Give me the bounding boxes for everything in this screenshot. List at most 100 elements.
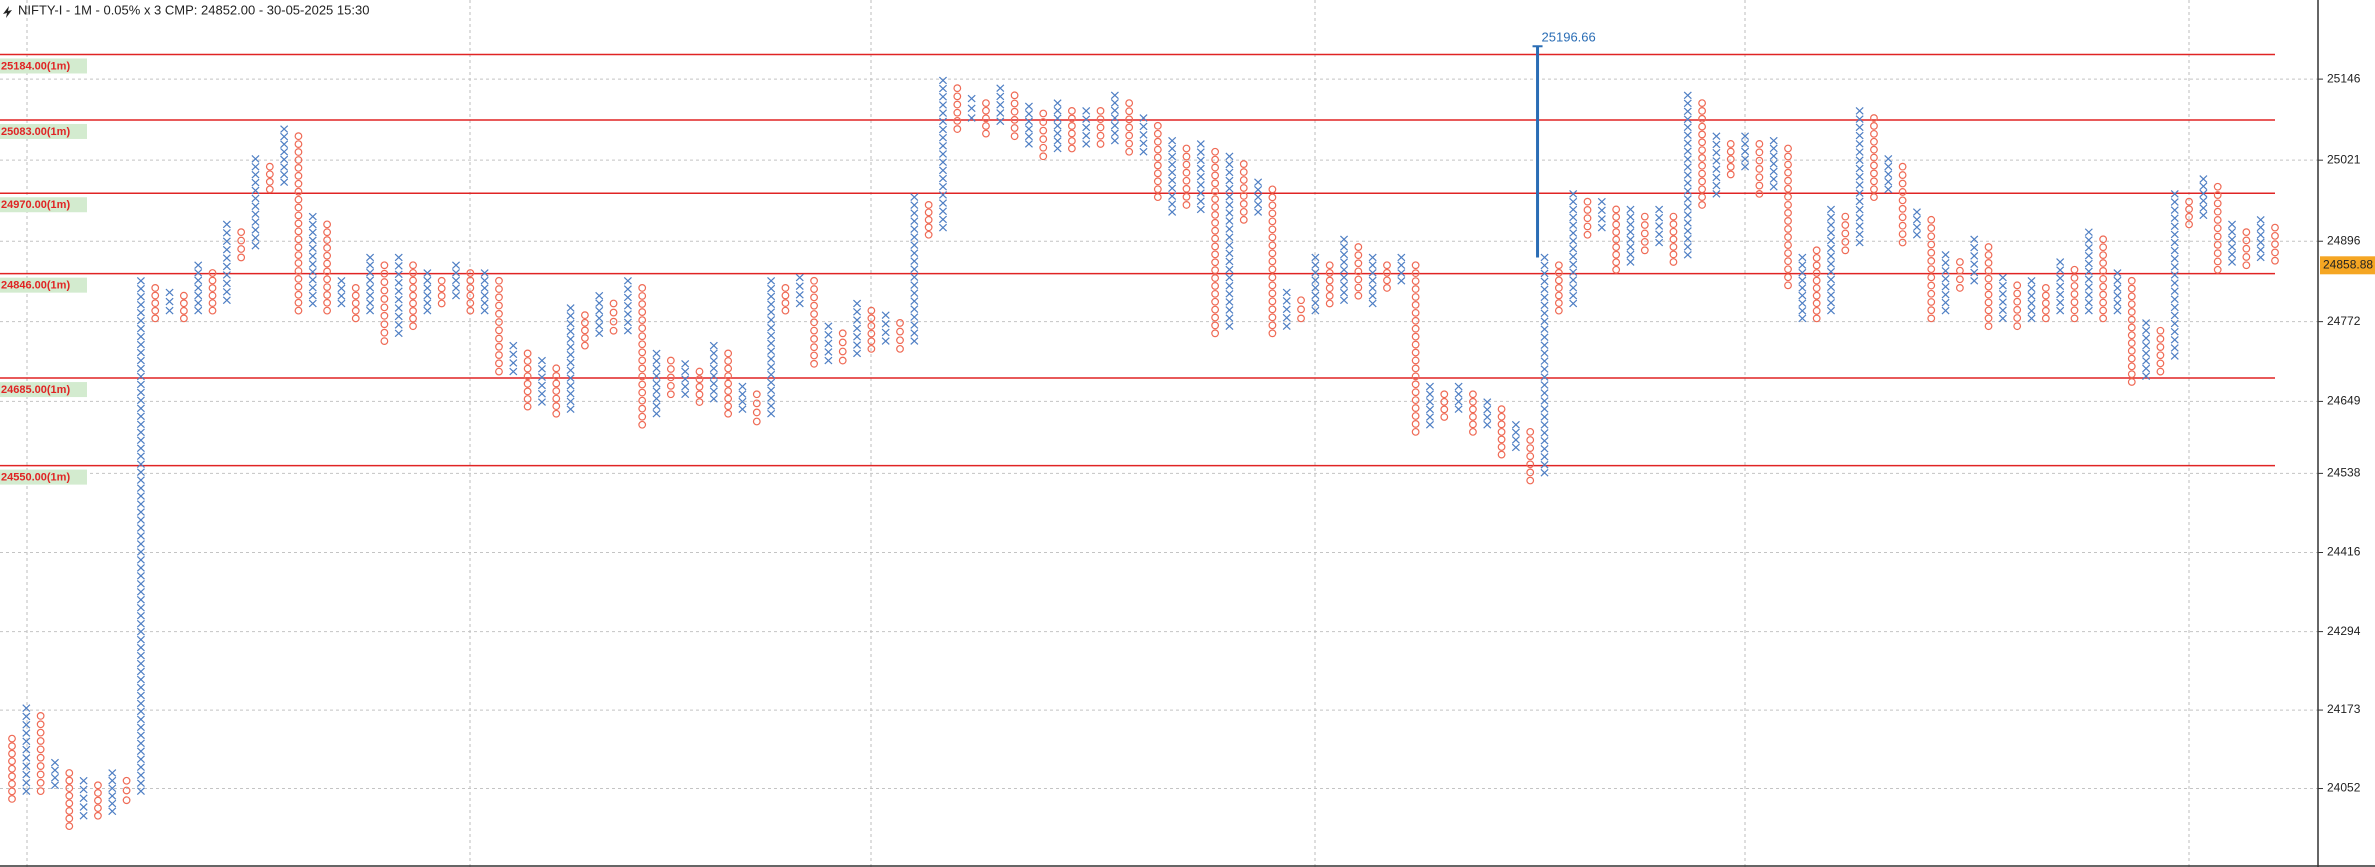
o-box — [1010, 124, 1019, 132]
o-box — [2099, 267, 2108, 275]
o-box — [666, 381, 675, 390]
x-box — [738, 397, 747, 406]
x-box — [222, 254, 231, 262]
x-box — [623, 326, 632, 335]
o-box — [2127, 300, 2136, 309]
o-box — [179, 314, 188, 323]
o-box — [495, 293, 503, 302]
o-box — [552, 402, 561, 411]
x-box — [853, 299, 862, 308]
o-column — [581, 311, 589, 350]
x-box — [566, 366, 575, 375]
x-box — [2084, 298, 2093, 307]
x-box — [136, 412, 145, 421]
x-box — [1826, 236, 1836, 245]
x-box — [1683, 115, 1692, 124]
o-box — [1211, 313, 1220, 322]
x-box — [1196, 197, 1205, 206]
x-box — [1855, 107, 1864, 115]
x-column — [1340, 235, 1349, 305]
x-box — [366, 283, 375, 292]
o-column — [1640, 212, 1649, 255]
x-box — [1311, 268, 1320, 277]
x-box — [308, 252, 317, 260]
o-box — [1411, 332, 1420, 341]
o-box — [1211, 179, 1220, 188]
o-box — [810, 285, 818, 293]
x-box — [1855, 164, 1864, 173]
o-box — [1726, 155, 1735, 164]
x-column — [1712, 132, 1721, 198]
o-box — [94, 811, 102, 820]
columns: 25196.66 — [8, 30, 2279, 831]
x-column — [108, 769, 117, 816]
x-box — [910, 217, 919, 225]
x-box — [451, 261, 461, 270]
x-box — [2113, 276, 2122, 285]
o-box — [1268, 185, 1277, 194]
o-box — [1153, 137, 1162, 146]
x-box — [938, 215, 947, 224]
x-box — [1855, 139, 1864, 148]
o-box — [695, 390, 704, 399]
x-box — [108, 776, 117, 785]
x-box — [366, 291, 375, 300]
o-box — [1955, 284, 1964, 292]
x-box — [1540, 437, 1549, 445]
x-box — [1053, 121, 1062, 130]
o-box — [1211, 187, 1220, 196]
o-box — [466, 284, 475, 292]
o-box — [1612, 243, 1621, 252]
o-box — [294, 187, 303, 196]
x-column — [996, 84, 1005, 126]
o-box — [638, 372, 647, 381]
o-box — [2271, 248, 2279, 257]
x-box — [1540, 421, 1549, 429]
x-box — [967, 94, 976, 103]
o-box — [1411, 285, 1420, 293]
o-box — [1841, 221, 1850, 229]
x-box — [881, 319, 890, 328]
x-box — [108, 799, 117, 808]
x-box — [136, 635, 145, 644]
o-box — [1698, 146, 1706, 154]
x-box — [394, 287, 403, 295]
o-column — [1440, 390, 1449, 421]
x-box — [1998, 314, 2007, 323]
x-box — [136, 484, 145, 492]
x-box — [1024, 140, 1033, 148]
x-box — [394, 295, 403, 304]
x-column — [795, 273, 804, 308]
o-column — [1841, 212, 1850, 255]
x-box — [1168, 208, 1177, 216]
x-box — [394, 262, 403, 270]
o-box — [838, 338, 847, 347]
x-box — [136, 340, 145, 349]
x-box — [1511, 443, 1520, 452]
o-box — [1583, 197, 1592, 206]
x-box — [1053, 137, 1062, 145]
o-box — [1898, 204, 1907, 213]
o-box — [523, 364, 532, 373]
x-box — [652, 387, 661, 395]
x-column — [136, 276, 145, 795]
o-column — [122, 776, 131, 805]
o-column — [638, 284, 647, 429]
x-box — [1196, 148, 1205, 156]
x-box — [910, 321, 919, 329]
o-box — [2070, 314, 2079, 323]
o-box — [294, 179, 303, 188]
x-box — [136, 380, 145, 389]
x-box — [709, 356, 718, 365]
o-box — [2099, 314, 2108, 323]
o-box — [2242, 261, 2251, 270]
x-box — [2113, 291, 2122, 300]
o-box — [1640, 229, 1649, 238]
x-column — [623, 276, 632, 335]
o-box — [1898, 188, 1907, 196]
x-box — [566, 389, 575, 398]
o-box — [1411, 404, 1420, 412]
o-box — [36, 778, 45, 787]
x-box — [709, 364, 718, 373]
x-box — [1626, 243, 1635, 251]
